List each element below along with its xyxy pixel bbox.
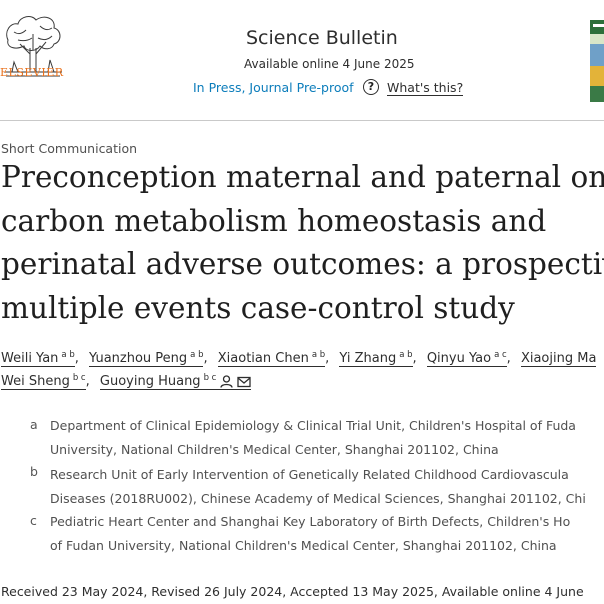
title-line: perinatal adverse outcomes: a prospectiv	[1, 247, 604, 281]
author-link[interactable]: Xiaotian Chen a b	[217, 350, 326, 367]
title-line: Preconception maternal and paternal one	[1, 160, 604, 194]
journal-pre-proof-link[interactable]: In Press, Journal Pre-proof	[193, 80, 354, 95]
publisher-logo-text: ELSEVIER	[0, 66, 64, 79]
article-type: Short Communication	[1, 141, 138, 156]
author-link[interactable]: Xiaojing Ma	[520, 351, 597, 367]
elsevier-tree-logo[interactable]	[0, 10, 66, 82]
title-line: carbon metabolism homeostasis and	[1, 203, 547, 238]
author-link[interactable]: Qinyu Yao a c	[426, 350, 507, 367]
journal-title[interactable]: Science Bulletin	[246, 27, 398, 49]
article-title: Preconception maternal and paternal one …	[1, 156, 604, 330]
author-link[interactable]: Wei Sheng b c	[1, 373, 86, 390]
author-list: Weili Yan a b, Yuanzhou Peng a b, Xiaotian…	[1, 350, 597, 367]
affiliation-label: c	[30, 513, 37, 528]
header-divider	[0, 120, 604, 121]
affiliation-text: Department of Clinical Epidemiology & Cl…	[50, 418, 576, 457]
article-history-dates: Received 23 May 2024, Revised 26 July 20…	[1, 584, 584, 599]
author-list: Wei Sheng b c, Guoying Huang b c	[1, 371, 252, 390]
available-online-date: Available online 4 June 2025	[244, 57, 415, 71]
person-icon	[220, 375, 233, 388]
title-line: multiple events case-control study	[1, 290, 515, 325]
author-link[interactable]: Weili Yan a b	[1, 350, 75, 367]
affiliation-text: Research Unit of Early Intervention of G…	[50, 467, 586, 506]
question-circle-icon[interactable]: ?	[363, 79, 379, 95]
affiliation-label: b	[30, 464, 38, 479]
journal-cover-thumbnail[interactable]	[590, 20, 604, 102]
affiliation-text: Pediatric Heart Center and Shanghai Key …	[50, 514, 571, 553]
envelope-icon	[237, 376, 251, 388]
affiliation-label: a	[30, 417, 38, 432]
whats-this-link[interactable]: What's this?	[387, 80, 464, 96]
author-link[interactable]: Yi Zhang a b	[339, 350, 413, 367]
author-link[interactable]: Yuanzhou Peng a b	[89, 350, 204, 367]
author-link[interactable]: Guoying Huang b c	[99, 371, 252, 390]
